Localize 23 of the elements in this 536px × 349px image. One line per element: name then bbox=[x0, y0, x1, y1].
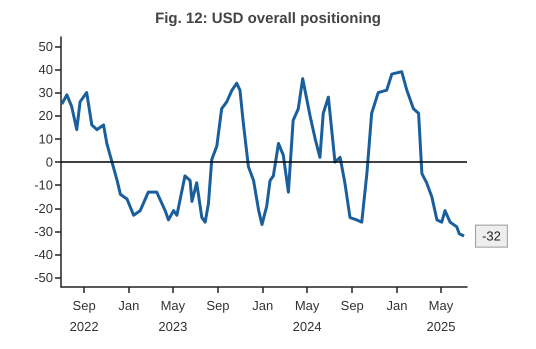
x-tick-label: May 2023 bbox=[158, 298, 188, 334]
x-tick-label: Sep bbox=[340, 298, 364, 313]
y-tick-label: -40 bbox=[34, 247, 53, 262]
y-tick-label: 0 bbox=[46, 154, 53, 170]
y-tick-label: -10 bbox=[34, 178, 53, 193]
x-tick-label: Sep 2022 bbox=[70, 298, 99, 334]
annotation: -32 bbox=[482, 228, 501, 244]
y-tick-label: 30 bbox=[38, 85, 53, 100]
line-series bbox=[60, 70, 466, 238]
y-tick-label: 20 bbox=[38, 108, 53, 124]
x-tick-label: Sep bbox=[206, 298, 230, 313]
x-tick-label: May 2025 bbox=[426, 298, 456, 334]
x-tick-label: Jan bbox=[386, 298, 408, 313]
y-tick-label: 40 bbox=[38, 62, 53, 77]
y-tick-label: -30 bbox=[34, 224, 53, 239]
x-tick-label: Jan bbox=[252, 298, 274, 313]
x-tick-label: May 2024 bbox=[292, 298, 322, 334]
y-tick-label: -50 bbox=[34, 270, 53, 286]
y-tick-label: -20 bbox=[34, 200, 53, 216]
x-tick-label: Jan bbox=[118, 298, 140, 313]
chart-title: Fig. 12: USD overall positioning bbox=[155, 10, 381, 27]
y-tick-label: 50 bbox=[38, 38, 53, 54]
y-tick-label: 10 bbox=[38, 131, 53, 146]
